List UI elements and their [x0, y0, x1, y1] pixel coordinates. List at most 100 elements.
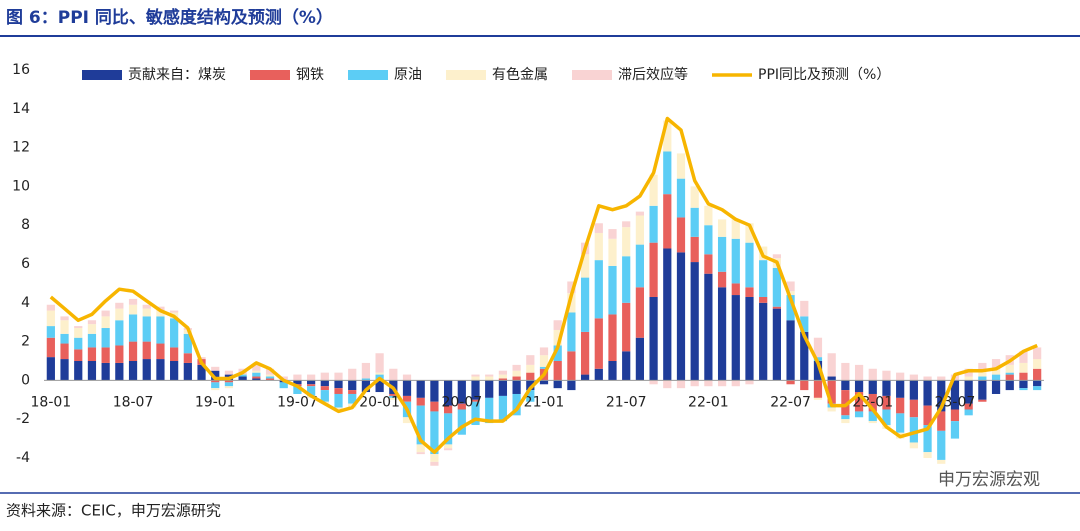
- bar: [991, 374, 1001, 381]
- bar: [950, 421, 960, 439]
- bar: [512, 376, 521, 381]
- bar: [800, 316, 809, 332]
- bar: [950, 409, 960, 422]
- bar: [909, 380, 918, 400]
- bar: [320, 390, 329, 402]
- bar: [238, 376, 247, 381]
- bar: [334, 372, 343, 381]
- bar: [786, 295, 795, 321]
- bar: [978, 380, 987, 400]
- bar: [457, 403, 466, 410]
- bar: [580, 254, 590, 278]
- bar: [170, 347, 179, 361]
- bar: [74, 349, 83, 361]
- bar: [142, 304, 151, 309]
- bar: [402, 395, 412, 402]
- bar: [224, 370, 234, 375]
- bar: [389, 368, 398, 381]
- bar: [142, 359, 151, 381]
- bar: [416, 405, 425, 445]
- legend-swatch: [348, 70, 388, 80]
- bar: [320, 380, 329, 387]
- bar: [293, 374, 302, 381]
- bar: [759, 260, 768, 297]
- bar: [539, 366, 549, 369]
- bar: [87, 361, 97, 381]
- bar: [868, 393, 877, 412]
- bar: [512, 380, 521, 394]
- bar: [128, 314, 138, 342]
- bar: [101, 310, 110, 317]
- y-tick-label: 16: [12, 62, 30, 78]
- bar: [978, 399, 987, 402]
- bar: [813, 397, 823, 400]
- bar: [827, 380, 836, 404]
- bar: [649, 380, 658, 385]
- bar: [539, 355, 549, 367]
- bar: [402, 374, 412, 381]
- y-tick-label: 10: [12, 178, 30, 194]
- bar: [375, 353, 384, 373]
- bar: [1005, 372, 1014, 375]
- bar: [526, 380, 535, 391]
- bar: [608, 361, 617, 381]
- bar: [265, 374, 275, 377]
- bar: [128, 298, 138, 305]
- bar: [772, 306, 781, 309]
- bar: [416, 397, 425, 406]
- bar: [252, 376, 261, 379]
- bar: [594, 368, 603, 381]
- bar: [759, 296, 768, 303]
- bar: [526, 355, 535, 365]
- bar: [46, 337, 55, 358]
- bar: [156, 316, 165, 344]
- bar: [759, 302, 768, 381]
- bar: [663, 194, 672, 249]
- bar: [430, 411, 439, 455]
- bar: [745, 223, 754, 243]
- bar: [704, 225, 713, 255]
- bar: [1019, 388, 1028, 391]
- line: [49, 116, 1038, 454]
- bar: [882, 409, 891, 426]
- bar: [622, 256, 631, 303]
- bar: [320, 372, 329, 381]
- bar: [690, 380, 699, 387]
- bar: [115, 308, 124, 321]
- bar: [197, 357, 206, 360]
- bar: [868, 411, 877, 422]
- bar: [896, 397, 905, 414]
- bar: [964, 376, 973, 381]
- bar: [361, 380, 371, 393]
- bar: [156, 310, 165, 317]
- y-tick-label: 14: [12, 101, 30, 117]
- bar: [937, 459, 946, 464]
- bar: [430, 461, 439, 466]
- bar: [485, 380, 494, 398]
- bar: [731, 238, 740, 284]
- bar: [663, 151, 672, 195]
- bar: [402, 417, 412, 424]
- bar: [964, 403, 973, 410]
- bar: [485, 374, 494, 377]
- bar: [676, 153, 686, 179]
- legend-label: PPI同比及预测（%）: [758, 67, 890, 83]
- bar: [334, 393, 343, 408]
- y-tick-label: 2: [21, 334, 30, 350]
- bar: [923, 452, 932, 458]
- bar: [635, 211, 644, 216]
- bar: [1033, 368, 1042, 381]
- bar: [717, 219, 727, 237]
- bar: [389, 395, 398, 398]
- bar: [690, 262, 699, 381]
- y-tick-label: 6: [21, 256, 30, 272]
- bar: [800, 300, 809, 317]
- bar: [183, 333, 192, 354]
- bar: [704, 205, 713, 226]
- bar: [87, 333, 97, 348]
- source: 资料来源：CEIC，申万宏源研究: [6, 502, 221, 520]
- bar: [60, 359, 69, 381]
- bar: [252, 372, 261, 377]
- legend-label: 贡献来自：煤炭: [128, 67, 226, 83]
- bar: [553, 345, 562, 361]
